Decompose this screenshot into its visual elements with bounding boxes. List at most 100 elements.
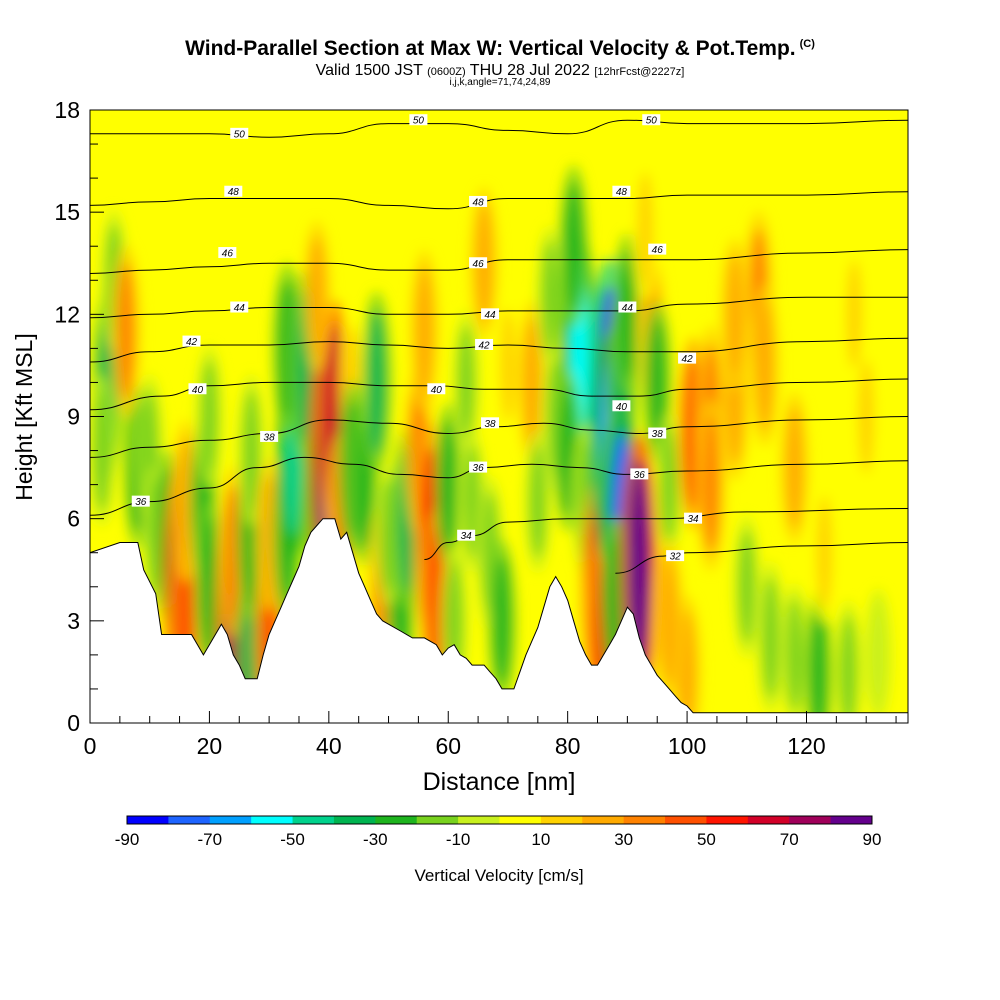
contour-label-bg [182,335,201,347]
contour-label-bg [648,243,667,255]
theta-contour-line [90,378,908,411]
velocity-cell [870,601,886,708]
velocity-cell [786,406,803,529]
contour-label-bg [469,461,488,473]
terrain-mask [90,518,908,723]
velocity-cell [416,266,433,397]
velocity-cell [201,359,218,474]
grid-info: i,j,k,angle=71,74,24,89 [449,77,551,88]
velocity-cell [367,309,386,456]
velocity-cell [243,389,260,512]
y-tick-label: 6 [67,506,80,532]
colorbar: -90 -70 -50 -30 -10 10 30 50 70 90 [115,815,882,849]
colorbar-tick-label: -90 [115,830,140,849]
velocity-cell [726,253,743,376]
contour-label-bg [409,114,428,126]
contour-label: 38 [652,429,664,440]
x-tick-label: 120 [787,733,825,759]
velocity-cell [840,614,857,723]
velocity-cell [648,317,666,448]
colorbar-tick-label: 30 [614,830,633,849]
velocity-cell [816,495,833,610]
contour-label: 36 [634,470,646,481]
colorbar-swatch [458,816,500,824]
y-axis-label: Height [Kft MSL] [11,333,37,500]
contour-label: 36 [135,497,147,508]
theta-contour-line [90,191,908,210]
colorbar-label: Vertical Velocity [cm/s] [414,866,583,885]
velocity-cell [858,359,874,474]
y-tick-label: 18 [54,97,80,123]
colorbar-swatch [665,816,707,824]
y-tick-label: 12 [54,301,80,327]
contour-label: 40 [192,385,204,396]
velocity-cell [846,259,862,369]
theta-contour-line [90,249,908,274]
colorbar-swatch [416,816,459,824]
colorbar-swatch [127,816,169,824]
contour-label-bg [230,127,249,139]
velocity-cell [500,308,516,423]
x-tick-label: 80 [555,733,581,759]
contour-label-bg [481,308,500,320]
contour-label-bg [469,257,488,269]
contour-label: 44 [484,310,496,321]
colorbar-swatch [789,816,832,824]
colorbar-tick-label: -50 [280,830,305,849]
contour-label-bg [612,400,631,412]
velocity-cell [439,419,457,550]
contour-label-bg [648,427,667,439]
velocity-cell [786,597,803,712]
chart-subtitle: Valid 1500 JST (0600Z) THU 28 Jul 2022 [… [315,62,685,79]
x-axis-label: Distance [nm] [423,768,576,796]
colorbar-swatch [333,816,376,824]
contour-label-bg [678,352,697,364]
contour-label-bg [218,247,237,259]
contour-label-bg [642,114,661,126]
colorbar-swatch [375,816,418,824]
velocity-field [90,157,892,723]
contour-label: 34 [687,514,699,525]
velocity-cell [756,300,773,431]
theta-contour-line [90,337,908,363]
colorbar-tick-label: 50 [697,830,716,849]
velocity-cell [93,389,110,512]
contour-label: 46 [222,249,234,260]
y-tick-label: 0 [67,710,80,736]
contour-label-bg [427,383,446,395]
theta-contour-line [90,296,908,319]
contour-label: 40 [431,385,443,396]
chart-title: Wind-Parallel Section at Max W: Vertical… [185,37,815,60]
theta-contour-line [90,456,908,516]
contour-label: 42 [186,337,198,348]
colorbar-swatch [830,816,873,824]
colorbar-swatch [582,816,625,824]
contour-label-bg [475,338,494,350]
theta-contours [90,119,908,574]
velocity-cell [493,555,511,686]
colorbar-tick-label: -10 [446,830,471,849]
velocity-cell [177,436,194,567]
velocity-cell [660,555,678,686]
velocity-cell [523,317,541,448]
copyright-mark: (C) [799,38,815,50]
contour-label-bg [469,195,488,207]
colorbar-swatch [168,816,211,824]
contour-label: 50 [646,116,658,127]
contour-label-bg [188,383,207,395]
y-tick-label: 9 [67,404,80,430]
contour-label: 32 [670,552,682,563]
colorbar-tick-label: 90 [863,830,882,849]
contour-label: 44 [622,303,634,314]
colorbar-swatch [623,816,666,824]
x-tick-label: 0 [84,733,97,759]
velocity-cell [810,606,827,723]
contour-labels: 36 38 40 42 44 46 48 50 50 48 46 44 42 40 38 36 34 50 48 46… [131,114,703,563]
velocity-cell [200,517,218,656]
contour-label-bg [684,512,703,524]
theta-contour-line [90,119,908,138]
contour-label: 50 [413,116,425,127]
y-tick-label: 15 [54,199,80,225]
velocity-cell [739,529,755,644]
